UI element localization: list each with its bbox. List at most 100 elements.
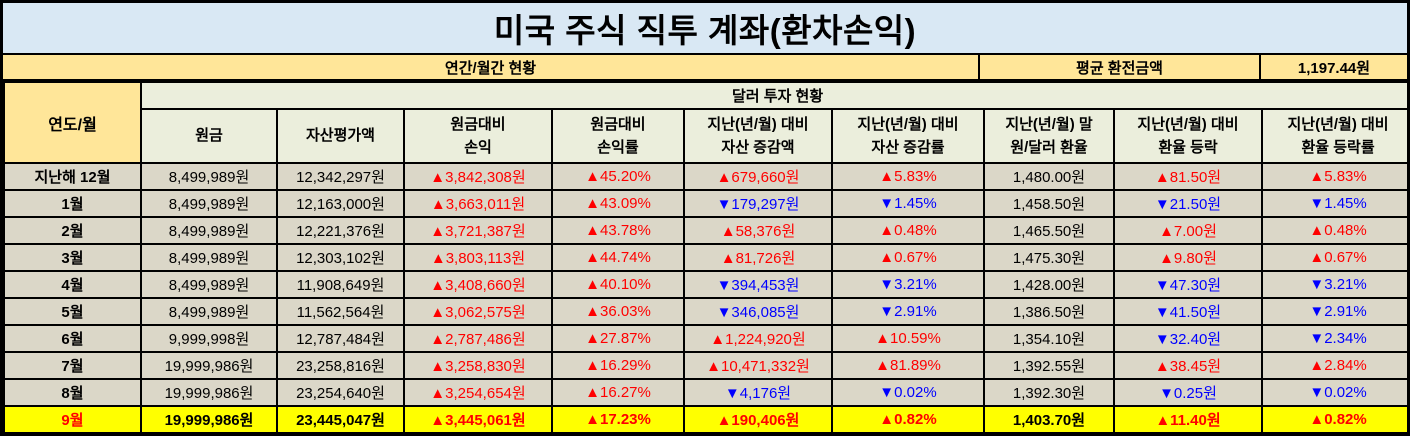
cell-pl[interactable]: ▲3,663,011원 xyxy=(403,189,553,218)
cell-principal[interactable]: 8,499,989원 xyxy=(140,162,278,191)
column-header-pl-rate[interactable]: 원금대비 손익률 xyxy=(551,108,685,164)
cell-asset-value[interactable]: 23,258,816원 xyxy=(276,351,405,380)
cell-fx-change[interactable]: ▲11.40원 xyxy=(1113,405,1263,433)
cell-fx-rate[interactable]: 1,465.50원 xyxy=(983,216,1115,245)
cell-asset-change[interactable]: ▲679,660원 xyxy=(683,162,833,191)
row-month-cell[interactable]: 4월 xyxy=(3,270,142,299)
cell-pl[interactable]: ▲3,803,113원 xyxy=(403,243,553,272)
cell-asset-change-rate[interactable]: ▲0.82% xyxy=(831,405,985,433)
cell-asset-value[interactable]: 23,254,640원 xyxy=(276,378,405,407)
cell-pl-rate[interactable]: ▲43.78% xyxy=(551,216,685,245)
cell-fx-change-rate[interactable]: ▲2.84% xyxy=(1260,351,1407,380)
row-month-cell[interactable]: 8월 xyxy=(3,378,142,407)
row-month-cell[interactable]: 9월 xyxy=(3,405,142,433)
cell-asset-value[interactable]: 12,221,376원 xyxy=(276,216,405,245)
cell-fx-change[interactable]: ▼41.50원 xyxy=(1113,297,1263,326)
cell-pl[interactable]: ▲3,408,660원 xyxy=(403,270,553,299)
cell-asset-change[interactable]: ▲10,471,332원 xyxy=(683,351,833,380)
avg-exchange-value-cell[interactable]: 1,197.44원 xyxy=(1261,55,1407,79)
cell-fx-change[interactable]: ▲7.00원 xyxy=(1113,216,1263,245)
cell-fx-change[interactable]: ▼47.30원 xyxy=(1113,270,1263,299)
column-header-fx-rate[interactable]: 지난(년/월) 말 원/달러 환율 xyxy=(983,108,1115,164)
cell-fx-rate[interactable]: 1,392.30원 xyxy=(983,378,1115,407)
cell-pl[interactable]: ▲3,258,830원 xyxy=(403,351,553,380)
cell-asset-change[interactable]: ▼4,176원 xyxy=(683,378,833,407)
column-header-asset-change[interactable]: 지난(년/월) 대비 자산 증감액 xyxy=(683,108,833,164)
cell-fx-rate[interactable]: 1,428.00원 xyxy=(983,270,1115,299)
column-header-fx-change[interactable]: 지난(년/월) 대비 환율 등락 xyxy=(1113,108,1263,164)
cell-pl[interactable]: ▲3,721,387원 xyxy=(403,216,553,245)
cell-fx-change-rate[interactable]: ▼1.45% xyxy=(1260,189,1407,218)
cell-fx-change[interactable]: ▼21.50원 xyxy=(1113,189,1263,218)
column-header-fx-change-rate[interactable]: 지난(년/월) 대비 환율 등락률 xyxy=(1260,108,1407,164)
cell-fx-change[interactable]: ▲81.50원 xyxy=(1113,162,1263,191)
avg-exchange-label-cell[interactable]: 평균 환전금액 xyxy=(980,55,1261,79)
cell-asset-change-rate[interactable]: ▼0.02% xyxy=(831,378,985,407)
cell-fx-change[interactable]: ▲38.45원 xyxy=(1113,351,1263,380)
cell-fx-change[interactable]: ▲9.80원 xyxy=(1113,243,1263,272)
cell-asset-change[interactable]: ▼394,453원 xyxy=(683,270,833,299)
column-header-asset-change-rate[interactable]: 지난(년/월) 대비 자산 증감률 xyxy=(831,108,985,164)
cell-principal[interactable]: 8,499,989원 xyxy=(140,216,278,245)
cell-asset-change-rate[interactable]: ▲5.83% xyxy=(831,162,985,191)
cell-pl[interactable]: ▲3,062,575원 xyxy=(403,297,553,326)
cell-asset-change[interactable]: ▼346,085원 xyxy=(683,297,833,326)
cell-fx-change-rate[interactable]: ▲0.82% xyxy=(1260,405,1407,433)
column-header-pl[interactable]: 원금대비 손익 xyxy=(403,108,553,164)
cell-pl-rate[interactable]: ▲17.23% xyxy=(551,405,685,433)
cell-pl[interactable]: ▲3,445,061원 xyxy=(403,405,553,433)
cell-asset-change-rate[interactable]: ▼3.21% xyxy=(831,270,985,299)
cell-principal[interactable]: 9,999,998원 xyxy=(140,324,278,353)
cell-fx-change-rate[interactable]: ▲0.48% xyxy=(1260,216,1407,245)
row-month-cell[interactable]: 1월 xyxy=(3,189,142,218)
cell-asset-change[interactable]: ▲1,224,920원 xyxy=(683,324,833,353)
cell-pl-rate[interactable]: ▲36.03% xyxy=(551,297,685,326)
row-month-cell[interactable]: 3월 xyxy=(3,243,142,272)
row-month-cell[interactable]: 6월 xyxy=(3,324,142,353)
cell-fx-rate[interactable]: 1,354.10원 xyxy=(983,324,1115,353)
cell-asset-value[interactable]: 12,342,297원 xyxy=(276,162,405,191)
cell-fx-change[interactable]: ▼0.25원 xyxy=(1113,378,1263,407)
column-header-asset-value[interactable]: 자산평가액 xyxy=(276,108,405,164)
cell-pl-rate[interactable]: ▲16.29% xyxy=(551,351,685,380)
cell-principal[interactable]: 8,499,989원 xyxy=(140,189,278,218)
cell-fx-change-rate[interactable]: ▼2.34% xyxy=(1260,324,1407,353)
cell-pl-rate[interactable]: ▲45.20% xyxy=(551,162,685,191)
group-header-cell[interactable]: 달러 투자 현황 xyxy=(139,81,1407,110)
column-header-principal[interactable]: 원금 xyxy=(140,108,278,164)
cell-asset-value[interactable]: 23,445,047원 xyxy=(276,405,405,433)
cell-principal[interactable]: 8,499,989원 xyxy=(140,297,278,326)
cell-asset-value[interactable]: 12,163,000원 xyxy=(276,189,405,218)
cell-pl[interactable]: ▲3,254,654원 xyxy=(403,378,553,407)
cell-pl-rate[interactable]: ▲44.74% xyxy=(551,243,685,272)
row-month-cell[interactable]: 2월 xyxy=(3,216,142,245)
cell-asset-value[interactable]: 11,908,649원 xyxy=(276,270,405,299)
cell-asset-value[interactable]: 12,787,484원 xyxy=(276,324,405,353)
cell-asset-value[interactable]: 11,562,564원 xyxy=(276,297,405,326)
cell-asset-change-rate[interactable]: ▼2.91% xyxy=(831,297,985,326)
cell-asset-change-rate[interactable]: ▲10.59% xyxy=(831,324,985,353)
cell-principal[interactable]: 8,499,989원 xyxy=(140,243,278,272)
cell-pl-rate[interactable]: ▲40.10% xyxy=(551,270,685,299)
cell-asset-change-rate[interactable]: ▲0.48% xyxy=(831,216,985,245)
cell-principal[interactable]: 19,999,986원 xyxy=(140,378,278,407)
period-status-cell[interactable]: 연간/월간 현황 xyxy=(3,55,980,79)
cell-pl[interactable]: ▲2,787,486원 xyxy=(403,324,553,353)
cell-asset-change[interactable]: ▲58,376원 xyxy=(683,216,833,245)
cell-pl[interactable]: ▲3,842,308원 xyxy=(403,162,553,191)
cell-fx-rate[interactable]: 1,386.50원 xyxy=(983,297,1115,326)
row-month-cell[interactable]: 지난해 12월 xyxy=(3,162,142,191)
cell-principal[interactable]: 8,499,989원 xyxy=(140,270,278,299)
cell-fx-change-rate[interactable]: ▼0.02% xyxy=(1260,378,1407,407)
cell-fx-change-rate[interactable]: ▼3.21% xyxy=(1260,270,1407,299)
cell-asset-change-rate[interactable]: ▼1.45% xyxy=(831,189,985,218)
cell-asset-change[interactable]: ▼179,297원 xyxy=(683,189,833,218)
cell-fx-rate[interactable]: 1,475.30원 xyxy=(983,243,1115,272)
cell-asset-change[interactable]: ▲81,726원 xyxy=(683,243,833,272)
row-month-cell[interactable]: 5월 xyxy=(3,297,142,326)
cell-principal[interactable]: 19,999,986원 xyxy=(140,405,278,433)
cell-fx-rate[interactable]: 1,458.50원 xyxy=(983,189,1115,218)
cell-fx-rate[interactable]: 1,403.70원 xyxy=(983,405,1115,433)
cell-asset-change-rate[interactable]: ▲81.89% xyxy=(831,351,985,380)
cell-principal[interactable]: 19,999,986원 xyxy=(140,351,278,380)
